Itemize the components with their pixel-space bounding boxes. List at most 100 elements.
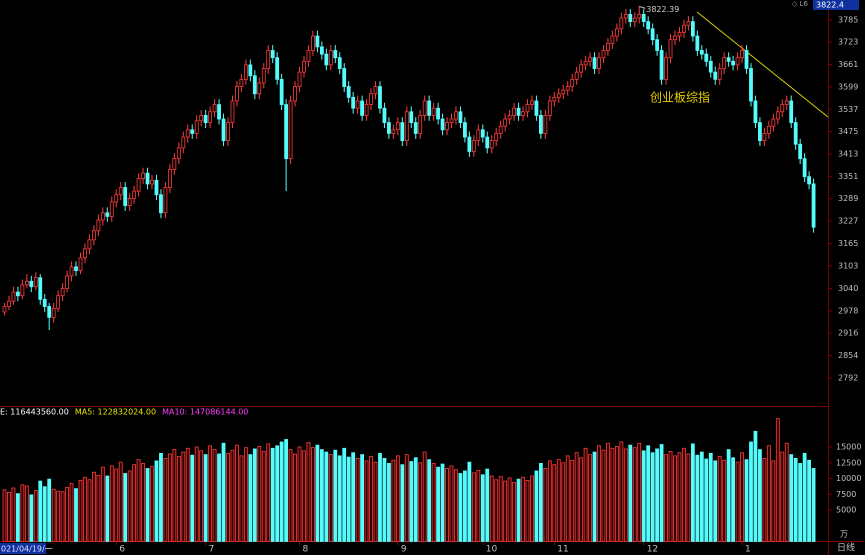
volume-y-tick-label: 5000 (836, 506, 856, 515)
volume-bar (382, 457, 387, 542)
volume-bar (261, 451, 266, 542)
candle-body (360, 100, 365, 116)
volume-bar (610, 447, 615, 542)
candle-body (382, 107, 387, 124)
candle-body (811, 183, 816, 228)
candle-body (512, 107, 516, 116)
candle-body (56, 295, 61, 309)
candle-body (467, 136, 472, 152)
candle-body (583, 60, 588, 66)
candle-body (364, 104, 369, 116)
candle-body (485, 136, 490, 149)
volume-bar (552, 464, 557, 542)
candle-body (47, 306, 52, 318)
candle-body (771, 118, 776, 127)
volume-bar (395, 455, 400, 542)
candle-body (758, 122, 762, 142)
volume-bar (360, 454, 365, 542)
y-tick-label: 3165 (838, 239, 858, 248)
volume-bar (141, 463, 145, 542)
candle-body (33, 277, 38, 288)
volume-legend: MA5: 122832024.00 (75, 408, 156, 417)
candle-body (489, 140, 494, 149)
candle-body (20, 284, 25, 297)
candle-body (619, 17, 624, 30)
volume-bar (494, 479, 499, 542)
volume-bar (641, 450, 646, 542)
cursor-value-box (813, 0, 859, 10)
volume-bar (422, 451, 427, 542)
volume-bar (802, 452, 807, 542)
y-tick-label: 3661 (838, 60, 858, 69)
volume-bar (409, 461, 414, 542)
volume-bar (525, 480, 530, 542)
volume-bar (690, 443, 695, 542)
max-pointer (639, 5, 646, 9)
candle-body (297, 71, 302, 87)
volume-bar (404, 454, 409, 542)
volume-legend: MA10: 147086144.00 (162, 408, 248, 417)
volume-bar (176, 456, 181, 542)
volume-bar (713, 460, 718, 542)
candle-body (373, 86, 378, 95)
volume-bar (378, 452, 382, 542)
candle-body (176, 147, 181, 160)
volume-bar (463, 470, 467, 542)
volume-bar (226, 452, 230, 542)
volume-bar (749, 441, 753, 542)
candle-body (199, 115, 204, 122)
volume-bar (74, 488, 78, 542)
candle-body (766, 125, 771, 134)
candle-body (614, 28, 619, 37)
candle-body (208, 111, 213, 124)
candle-body (337, 57, 342, 69)
volume-bar (297, 446, 302, 542)
candle-body (722, 57, 727, 69)
x-tick-label: 11 (557, 545, 568, 555)
volume-bar (194, 446, 199, 542)
volume-bar (315, 444, 320, 542)
candle-body (650, 28, 655, 41)
x-tick-label: 7 (209, 545, 215, 555)
candle-body (463, 122, 467, 138)
candle-body (749, 68, 753, 102)
y-tick-label: 3599 (838, 82, 858, 91)
candle-body (655, 39, 660, 51)
candle-body (279, 78, 284, 105)
candle-body (601, 50, 606, 59)
volume-bar (668, 451, 673, 542)
volume-bar (436, 466, 440, 542)
volume-bar (154, 460, 159, 542)
volume-bar (632, 447, 637, 542)
volume-bar (619, 441, 624, 542)
candle-body (65, 275, 69, 289)
candle-body (239, 78, 244, 87)
candle-body (507, 115, 512, 120)
candle-body (51, 307, 56, 318)
candle-body (136, 178, 141, 192)
candle-body (74, 266, 78, 271)
volume-y-tick-label: 10000 (836, 474, 861, 483)
volume-bar (333, 449, 338, 542)
volume-bar (717, 456, 722, 542)
period-label: 日线 (837, 542, 855, 554)
volume-bar (673, 455, 677, 542)
volume-bar (257, 446, 262, 542)
candle-body (521, 111, 525, 116)
candle-body (543, 115, 548, 134)
volume-bar (364, 460, 369, 542)
volume-bar (387, 463, 391, 542)
candle-body (525, 104, 530, 113)
volume-bar (664, 454, 668, 542)
candle-body (324, 53, 329, 66)
volume-bar (29, 494, 34, 542)
volume-bar (771, 460, 776, 542)
volume-bar (181, 451, 186, 542)
volume-bar (328, 454, 333, 542)
candle-body (16, 291, 20, 297)
volume-bar (521, 476, 525, 542)
candle-body (427, 100, 432, 116)
volume-bar (221, 442, 226, 542)
candle-body (150, 179, 154, 185)
